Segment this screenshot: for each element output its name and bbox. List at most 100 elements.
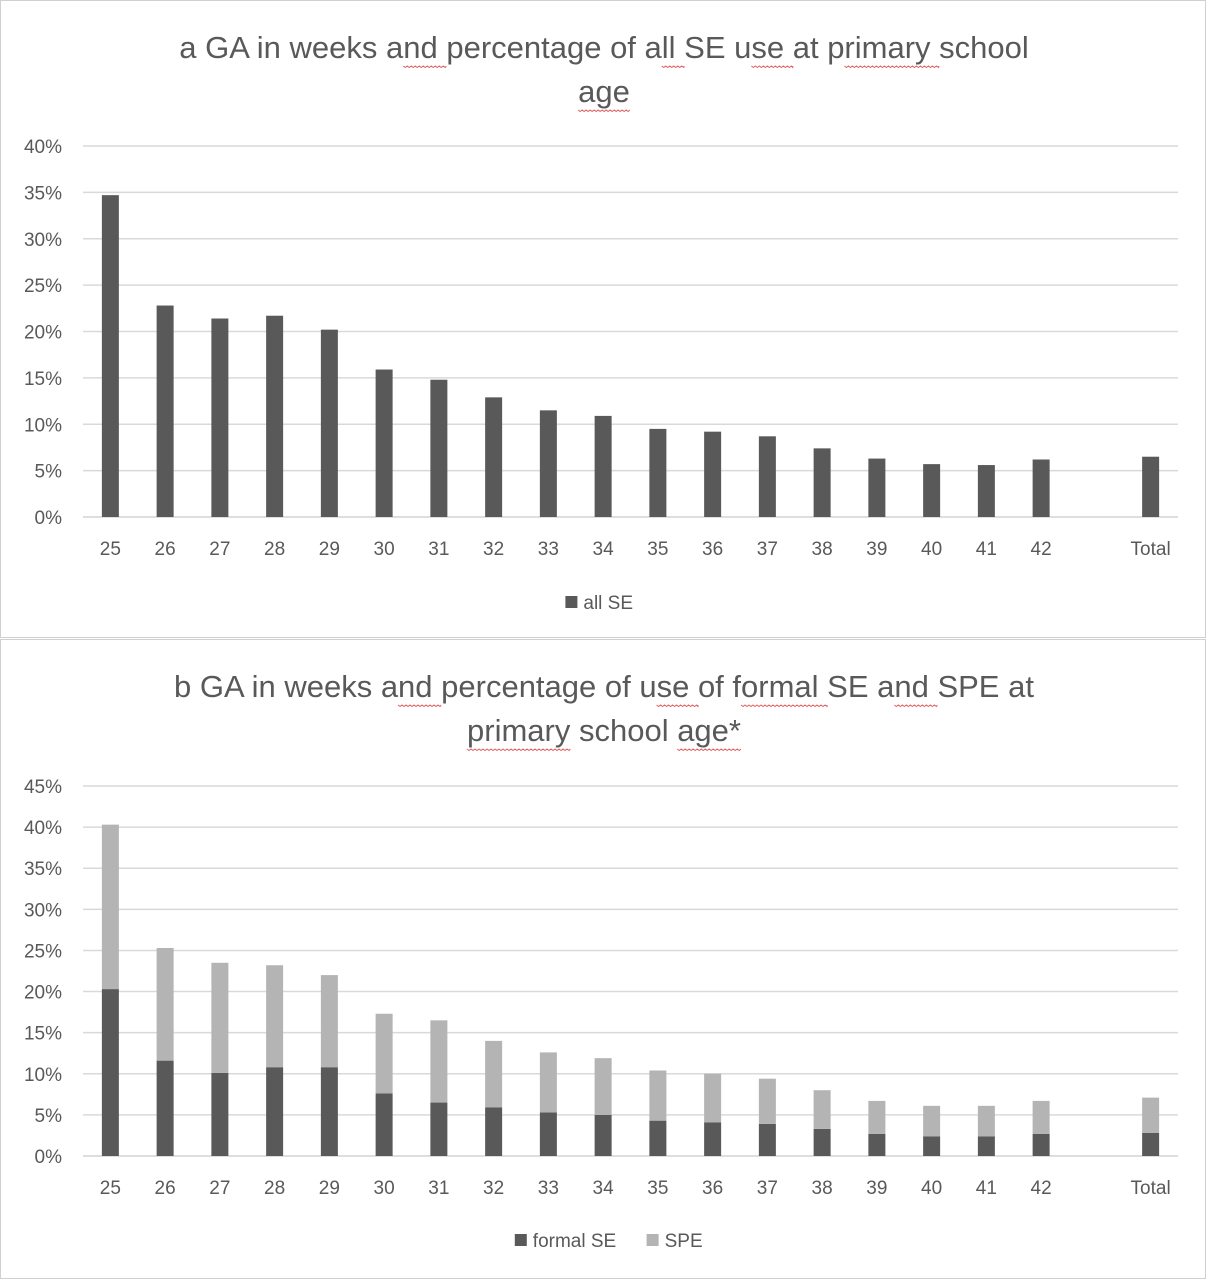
bar-all-se-34 <box>594 415 612 517</box>
spellcheck-underline <box>894 704 938 708</box>
chart-b-x-ticks: 25 26 27 28 29 30 31 32 33 34 35 36 37 38 39 40 41 42 Tota… <box>100 1178 1171 1199</box>
bar-formal-se-36 <box>704 1122 722 1156</box>
bar-all-se-42 <box>1032 459 1050 517</box>
spellcheck-underline <box>466 748 571 752</box>
x-tick-label: 29 <box>319 539 340 560</box>
bar-formal-se-29 <box>320 1067 338 1156</box>
bar-all-se-38 <box>813 448 831 517</box>
y-tick-label: 15% <box>24 369 62 390</box>
x-tick-label: 28 <box>264 539 285 560</box>
bar-spe-40 <box>923 1105 941 1137</box>
chart-a-x-ticks: 25 26 27 28 29 30 31 32 33 34 35 36 37 38 39 40 41 42 Tota… <box>100 539 1171 560</box>
bar-spe-31 <box>430 1020 448 1103</box>
y-tick-label: 0% <box>35 1147 63 1168</box>
x-tick-label: 35 <box>647 1178 668 1199</box>
x-tick-label: 32 <box>483 1178 504 1199</box>
bar-spe-27 <box>211 962 229 1073</box>
x-tick-label: 27 <box>209 539 230 560</box>
bar-formal-se-32 <box>485 1107 503 1156</box>
x-tick-label: 40 <box>921 1178 942 1199</box>
legend-swatch <box>514 1234 527 1246</box>
bar-spe-30 <box>375 1013 393 1094</box>
spellcheck-underline <box>397 704 442 708</box>
bar-formal-se-26 <box>156 1060 174 1156</box>
spellcheck-underline <box>661 65 685 69</box>
chart-b-title-line-1: b GA in weeks and percentage of use of f… <box>174 669 1034 704</box>
legend-label: formal SE <box>533 1231 616 1252</box>
spellcheck-underline <box>402 65 447 69</box>
bar-all-se-37 <box>758 436 776 517</box>
x-tick-label: 33 <box>538 539 559 560</box>
legend-label: all SE <box>583 593 633 614</box>
bar-spe-41 <box>977 1105 995 1137</box>
spellcheck-underline <box>577 109 631 113</box>
y-tick-label: 30% <box>24 230 62 251</box>
bar-spe-42 <box>1032 1100 1050 1134</box>
y-tick-label: 10% <box>24 1065 62 1086</box>
chart-panel-b: b GA in weeks and percentage of use of f… <box>0 639 1206 1279</box>
y-tick-label: 20% <box>24 323 62 344</box>
bar-formal-se-27 <box>211 1072 229 1156</box>
y-tick-label: 35% <box>24 859 62 880</box>
x-tick-label: 36 <box>702 539 723 560</box>
x-tick-label: Total <box>1131 539 1171 560</box>
y-tick-label: 0% <box>35 508 63 529</box>
bar-all-se-39 <box>868 458 886 517</box>
chart-a-svg: a GA in weeks and percentage of all SE u… <box>24 30 1178 614</box>
bar-spe-34 <box>594 1058 612 1115</box>
x-tick-label: 31 <box>428 1178 449 1199</box>
bar-formal-se-38 <box>813 1128 831 1156</box>
legend-swatch <box>565 596 578 608</box>
bar-spe-25 <box>101 824 119 990</box>
spellcheck-underline <box>676 748 742 752</box>
bar-spe-28 <box>266 965 284 1068</box>
bar-formal-se-35 <box>649 1120 667 1156</box>
chart-a-y-ticks: 0% 5% 10% 15% 20% 25% 30% 35% 40% <box>24 137 62 529</box>
bar-spe-37 <box>758 1078 776 1124</box>
bar-spe-26 <box>156 947 174 1061</box>
bar-spe-33 <box>539 1052 557 1113</box>
x-tick-label: 35 <box>647 539 668 560</box>
spellcheck-underline <box>740 704 828 708</box>
x-tick-label: 37 <box>757 539 778 560</box>
y-tick-label: 25% <box>24 941 62 962</box>
x-tick-label: 39 <box>866 1178 887 1199</box>
bar-all-se-27 <box>211 318 229 517</box>
x-tick-label: 27 <box>209 1178 230 1199</box>
y-tick-label: 5% <box>35 462 63 483</box>
chart-a-bars <box>101 195 1160 517</box>
chart-b-bars <box>101 824 1160 1156</box>
bar-formal-se-31 <box>430 1102 448 1156</box>
bar-all-se-40 <box>923 464 941 517</box>
y-tick-label: 45% <box>24 777 62 798</box>
bar-formal-se-25 <box>101 989 119 1156</box>
y-tick-label: 40% <box>24 818 62 839</box>
bar-all-se-30 <box>375 369 393 517</box>
x-tick-label: 41 <box>976 539 997 560</box>
legend-label: SPE <box>665 1231 703 1252</box>
chart-a-gridlines <box>83 145 1178 518</box>
y-tick-label: 5% <box>35 1106 63 1127</box>
x-tick-label: 38 <box>812 539 833 560</box>
chart-b-svg: b GA in weeks and percentage of use of f… <box>24 669 1178 1252</box>
spellcheck-underline <box>656 704 699 708</box>
bar-spe-total <box>1142 1097 1160 1133</box>
bar-spe-36 <box>704 1073 722 1123</box>
bar-formal-se-34 <box>594 1114 612 1156</box>
spellcheck-underline <box>844 65 940 69</box>
bar-all-se-35 <box>649 428 667 517</box>
x-tick-label: 34 <box>593 1178 615 1199</box>
bar-formal-se-39 <box>868 1133 886 1156</box>
bar-formal-se-41 <box>977 1136 995 1156</box>
x-tick-label: 31 <box>428 539 449 560</box>
x-tick-label: 26 <box>155 539 176 560</box>
chart-a-title-line-2: age <box>578 74 630 109</box>
x-tick-label: 28 <box>264 1178 285 1199</box>
bar-formal-se-40 <box>923 1136 941 1156</box>
bar-all-se-41 <box>977 465 995 517</box>
bar-all-se-31 <box>430 379 448 517</box>
bar-all-se-36 <box>704 431 722 517</box>
bar-spe-32 <box>485 1040 503 1108</box>
y-tick-label: 10% <box>24 415 62 436</box>
y-tick-label: 35% <box>24 183 62 204</box>
